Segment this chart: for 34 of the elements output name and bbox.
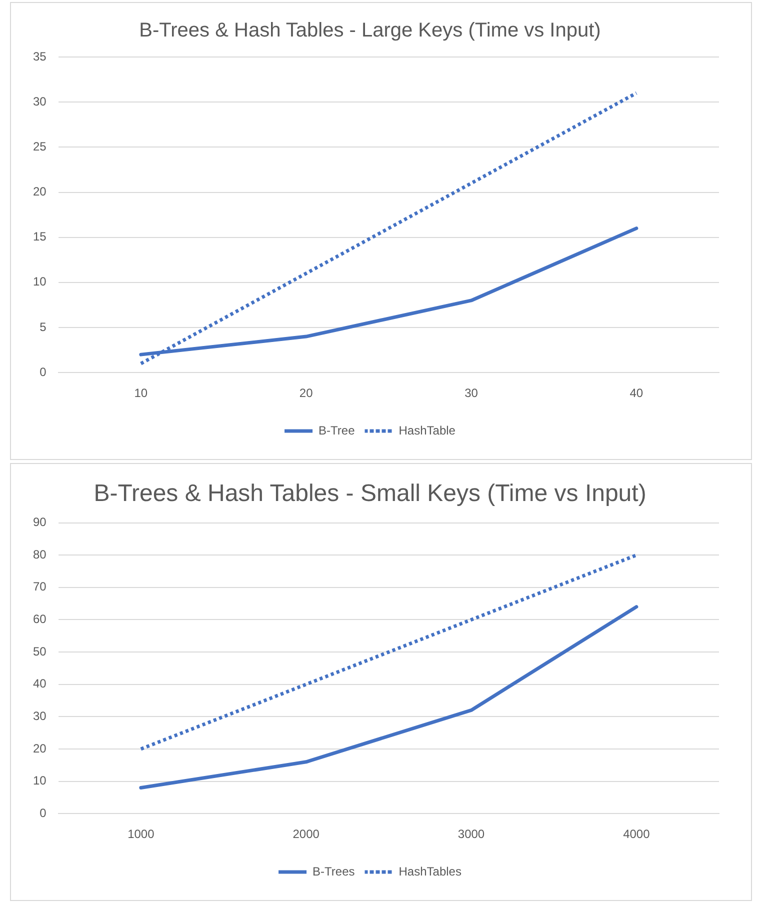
y-tick-label: 40 xyxy=(32,676,47,691)
y-tick-label: 15 xyxy=(32,230,47,244)
x-tick-label: 30 xyxy=(464,386,478,400)
y-tick-label: 10 xyxy=(32,274,47,289)
chart-title: B-Trees & Hash Tables - Large Keys (Time vs Input) xyxy=(139,20,601,42)
y-tick-label: 30 xyxy=(32,708,47,723)
legend-label: HashTable xyxy=(398,423,456,438)
legend-label: HashTables xyxy=(398,864,462,878)
y-tick-label: 20 xyxy=(32,184,47,199)
y-tick-label: 70 xyxy=(32,580,47,594)
y-tick-label: 25 xyxy=(32,139,47,154)
legend-label: B-Trees xyxy=(312,864,355,878)
y-tick-label: 0 xyxy=(40,364,47,379)
x-tick-label: 40 xyxy=(630,386,644,400)
x-tick-label: 4000 xyxy=(623,827,650,842)
y-tick-label: 0 xyxy=(40,806,47,820)
y-tick-label: 90 xyxy=(32,515,47,530)
x-tick-label: 20 xyxy=(299,386,314,400)
legend-label: B-Tree xyxy=(318,423,356,438)
x-tick-label: 3000 xyxy=(458,827,485,842)
y-tick-label: 50 xyxy=(32,644,47,658)
y-tick-label: 10 xyxy=(32,774,47,788)
y-tick-label: 30 xyxy=(32,94,47,108)
y-tick-label: 60 xyxy=(32,612,47,626)
x-tick-label: 10 xyxy=(134,386,148,400)
x-tick-label: 2000 xyxy=(292,827,320,842)
x-tick-label: 1000 xyxy=(128,827,155,842)
y-tick-label: 5 xyxy=(40,320,47,334)
line-series xyxy=(139,91,638,366)
y-tick-label: 35 xyxy=(32,49,47,64)
y-tick-label: 80 xyxy=(32,547,47,562)
y-tick-label: 20 xyxy=(32,741,47,756)
chart-title: B-Trees & Hash Tables - Small Keys (Time vs Input) xyxy=(94,480,646,508)
line-series xyxy=(139,553,638,751)
